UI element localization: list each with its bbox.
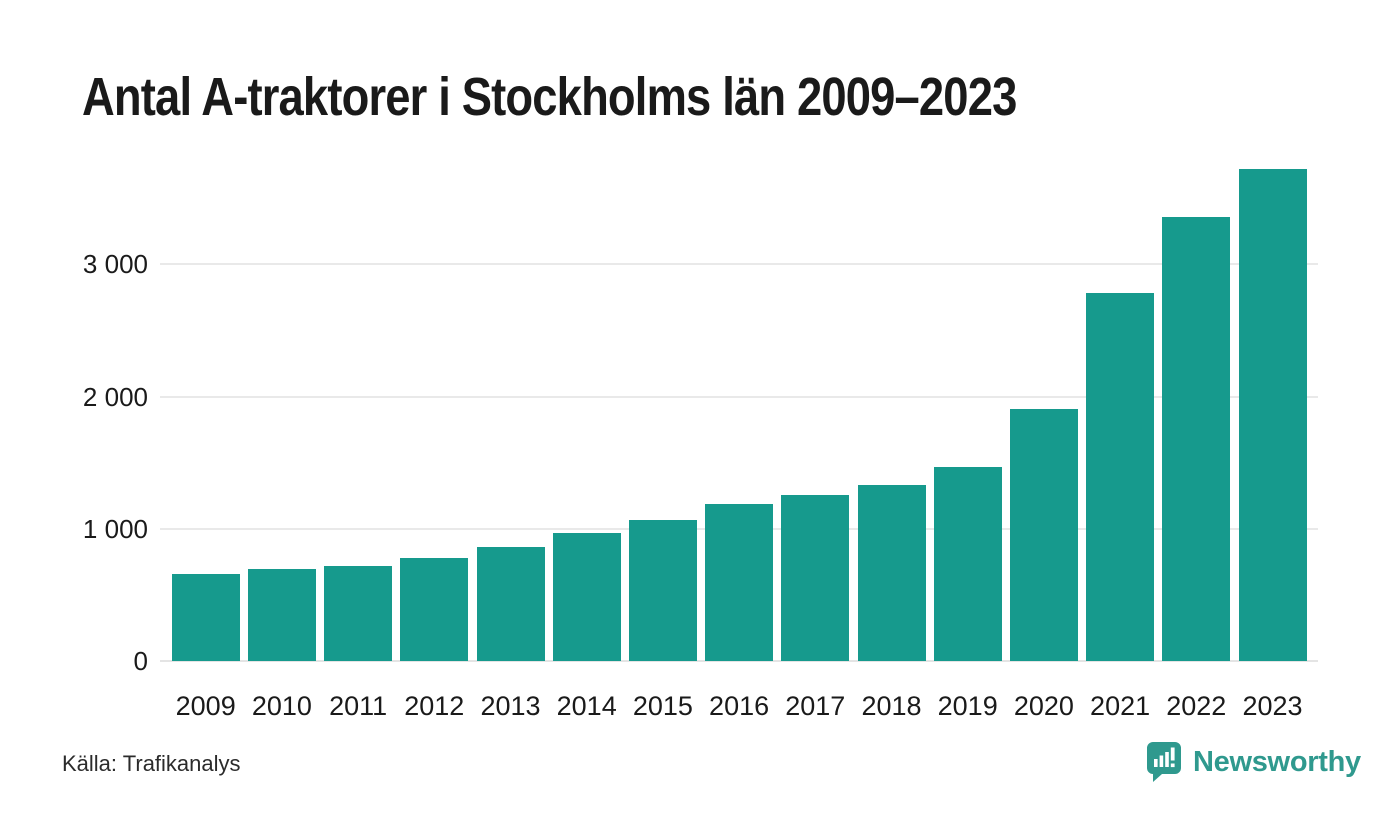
x-tick-label: 2019: [937, 691, 998, 721]
y-tick-label: 3 000: [82, 249, 148, 280]
bar-2023: [1238, 168, 1307, 661]
newsworthy-logo: Newsworthy: [1146, 741, 1361, 782]
bar-2019: [933, 466, 1002, 661]
x-tick-label: 2021: [1090, 691, 1151, 721]
x-tick-label: 2014: [556, 691, 617, 721]
chart-title: Antal A-traktorer i Stockholms län 2009–…: [82, 67, 1017, 127]
y-tick-label: 1 000: [82, 513, 148, 544]
newsworthy-logo-text: Newsworthy: [1193, 745, 1361, 778]
gridline: [160, 263, 1318, 266]
y-tick-label: 0: [133, 646, 148, 676]
x-tick-label: 2009: [175, 691, 236, 721]
gridline: [160, 395, 1318, 398]
bar-2013: [476, 546, 545, 661]
bar-2009: [171, 574, 240, 661]
x-tick-label: 2016: [709, 691, 770, 721]
bar-2012: [400, 557, 469, 661]
bar-2017: [781, 495, 850, 661]
bar-2014: [552, 533, 621, 661]
bar-2020: [1009, 409, 1078, 661]
x-tick-label: 2020: [1013, 691, 1074, 721]
bar-2015: [628, 519, 697, 661]
newsworthy-bubble-chart-icon: [1146, 741, 1182, 782]
x-axis-baseline: [160, 660, 1318, 662]
source-note: Källa: Trafikanalys: [62, 751, 241, 776]
bar-2018: [857, 485, 926, 661]
bar-2016: [705, 503, 774, 661]
x-tick-label: 2022: [1166, 691, 1227, 721]
x-tick-label: 2017: [785, 691, 846, 721]
bar-2011: [324, 566, 393, 661]
x-tick-label: 2011: [329, 691, 388, 721]
x-tick-label: 2018: [861, 691, 922, 721]
x-tick-label: 2013: [480, 691, 541, 721]
x-tick-label: 2015: [632, 691, 693, 721]
x-tick-label: 2023: [1242, 691, 1303, 721]
bar-2010: [247, 569, 316, 661]
bar-2021: [1086, 293, 1155, 661]
bar-2022: [1162, 216, 1231, 661]
y-tick-label: 2 000: [82, 381, 148, 412]
x-tick-label: 2012: [404, 691, 465, 721]
x-tick-label: 2010: [251, 691, 312, 721]
